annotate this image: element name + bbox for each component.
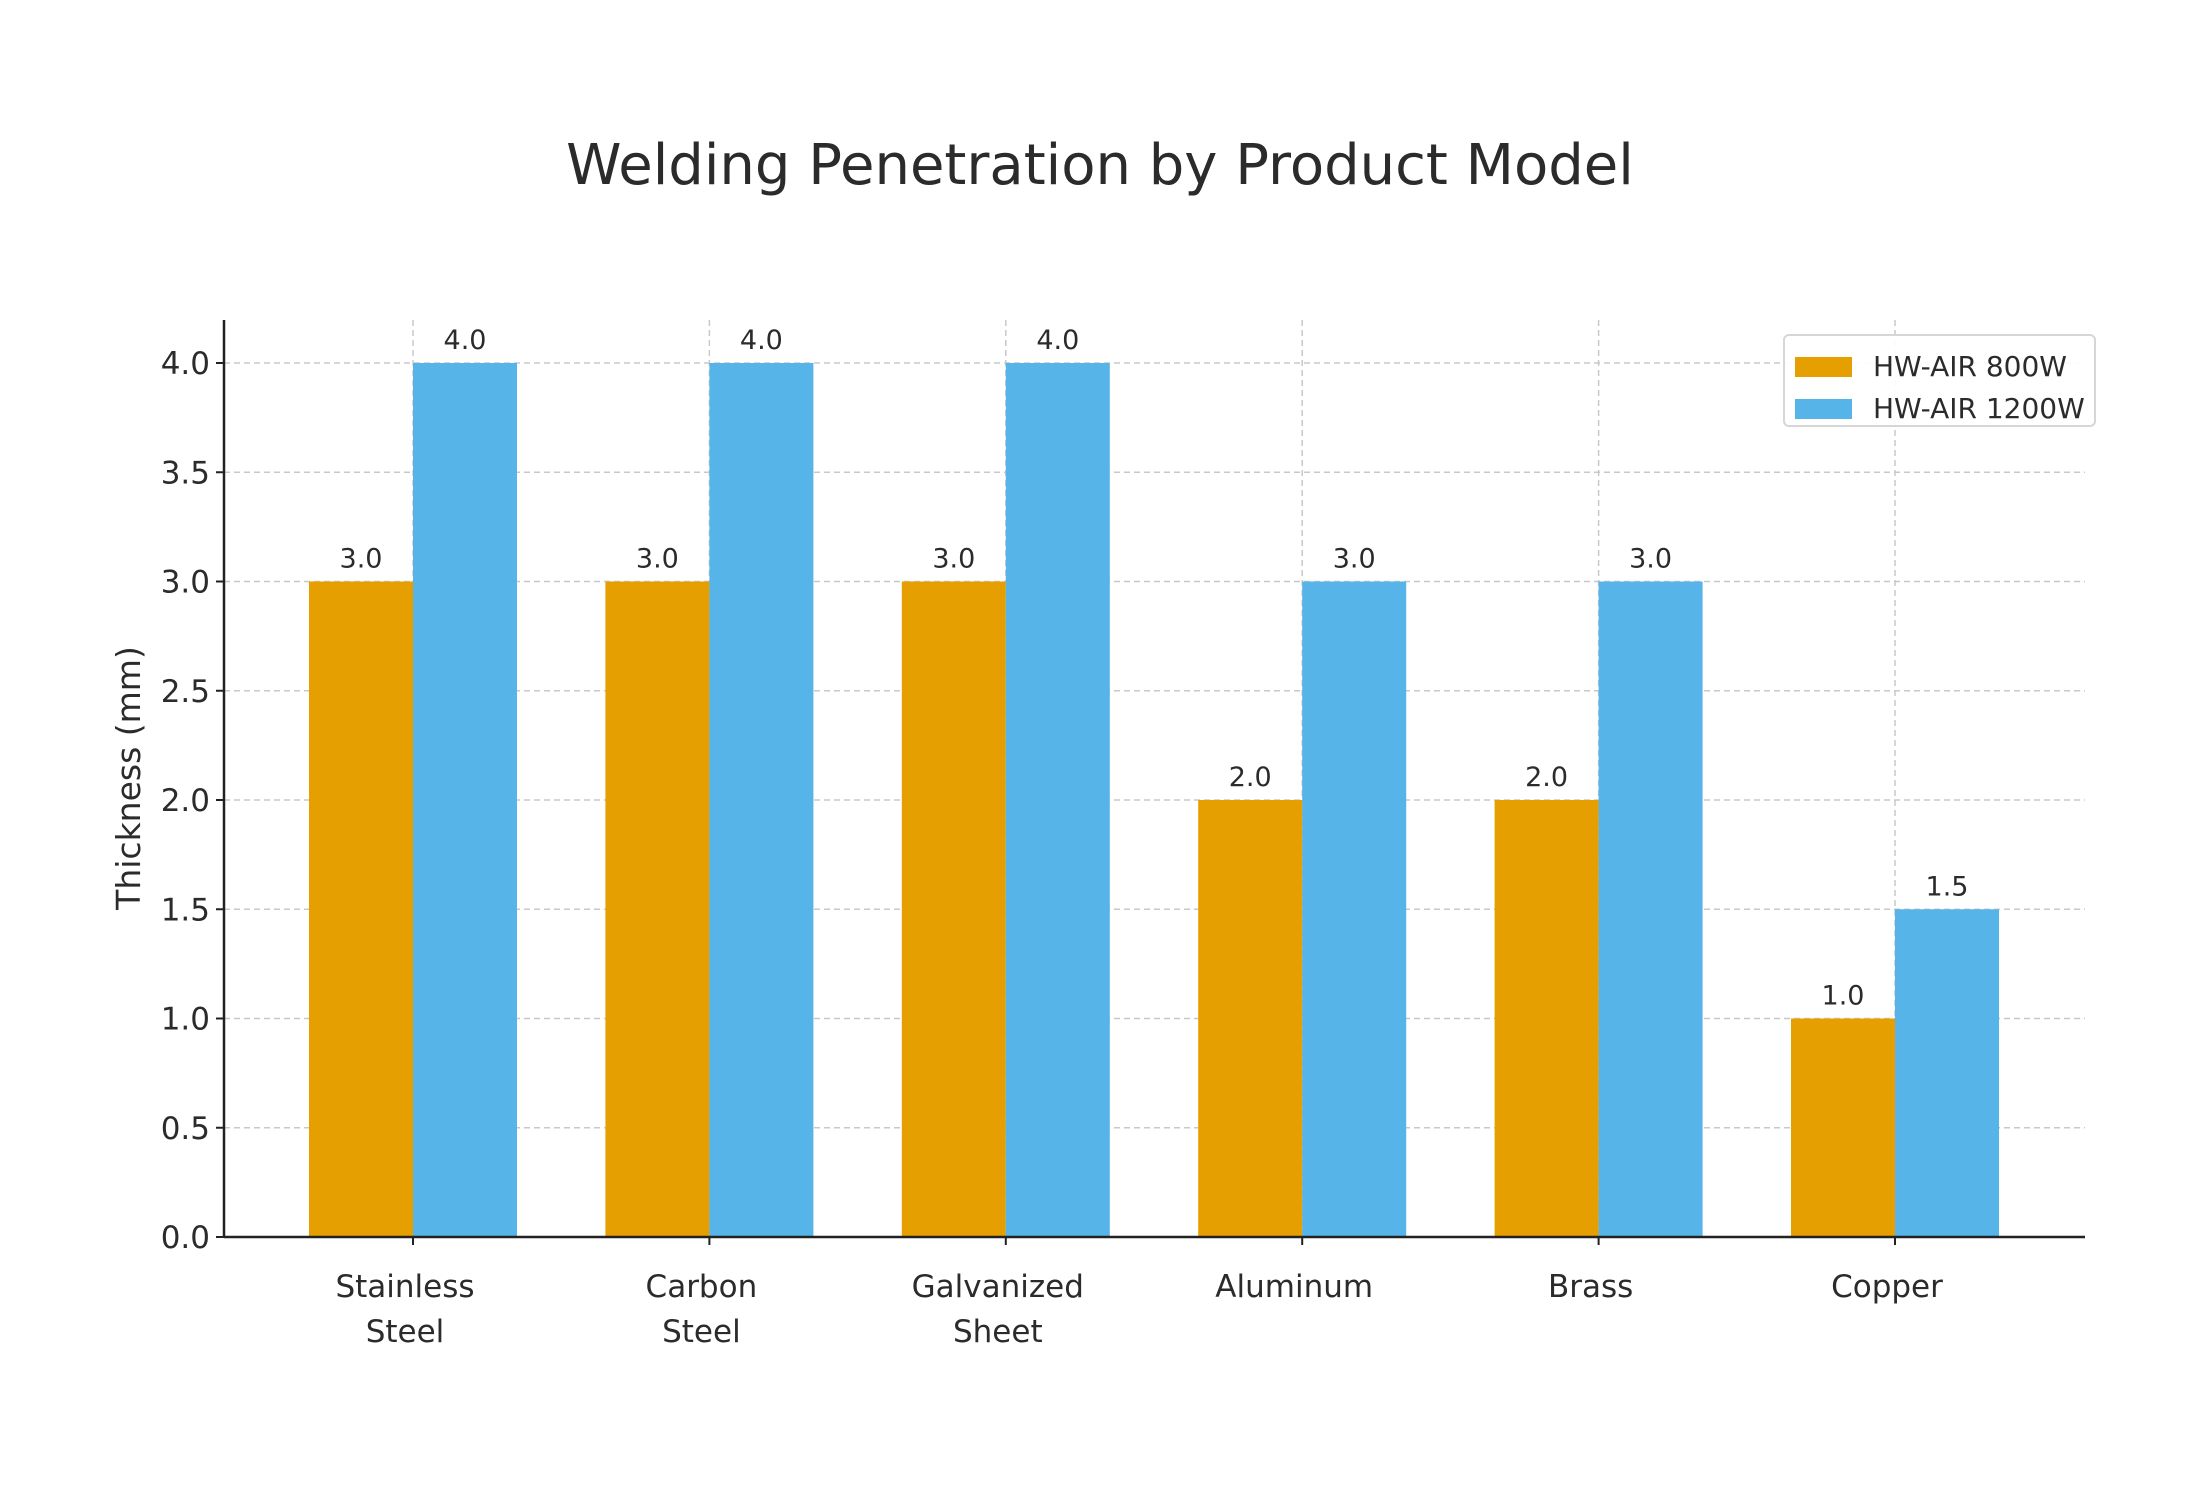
bar-hw-air-800w [1198, 800, 1303, 1237]
y-tick-label: 0.5 [161, 1111, 210, 1147]
y-tick-label: 2.5 [161, 674, 210, 710]
bar-hw-air-1200w [709, 363, 814, 1237]
y-tick-label: 1.5 [161, 892, 210, 928]
bar-hw-air-1200w [1005, 363, 1110, 1237]
legend-swatch [1795, 399, 1852, 419]
legend-label: HW-AIR 800W [1873, 350, 2067, 383]
x-tick-label: Galvanized Sheet [912, 1269, 1084, 1350]
y-tick-label: 0.0 [161, 1220, 210, 1256]
data-label: 3.0 [932, 544, 975, 575]
y-axis-label: Thickness (mm) [109, 646, 148, 911]
bar-hw-air-800w [605, 581, 710, 1237]
bar-hw-air-800w [901, 581, 1006, 1237]
legend-box [1783, 334, 2096, 427]
data-label: 3.0 [1333, 544, 1376, 575]
y-tick-label: 4.0 [161, 346, 210, 382]
data-label: 4.0 [1036, 325, 1079, 356]
data-label: 1.5 [1926, 871, 1969, 902]
y-tick-label: 3.0 [161, 565, 210, 601]
data-label: 4.0 [740, 325, 783, 356]
bar-hw-air-1200w [1302, 581, 1407, 1237]
data-label: 3.0 [1629, 544, 1672, 575]
data-label: 4.0 [444, 325, 487, 356]
bar-hw-air-1200w [413, 363, 517, 1237]
data-label: 1.0 [1822, 981, 1865, 1012]
data-label: 3.0 [636, 544, 679, 575]
bar-hw-air-800w [1494, 800, 1599, 1237]
chart-title: Welding Penetration by Product Model [566, 133, 1634, 198]
bar-hw-air-1200w [1598, 581, 1703, 1237]
bar-hw-air-1200w [1895, 909, 1999, 1237]
x-tick-label: Brass [1548, 1269, 1633, 1305]
x-tick-label: Copper [1831, 1269, 1943, 1305]
bar-hw-air-800w [1791, 1018, 1895, 1237]
x-tick-label: Carbon Steel [646, 1269, 758, 1350]
y-tick-label: 3.5 [161, 455, 210, 491]
legend: HW-AIR 800W HW-AIR 1200W [1783, 334, 2096, 427]
data-label: 2.0 [1525, 762, 1568, 793]
x-tick-label: Aluminum [1215, 1269, 1373, 1305]
legend-swatch [1795, 357, 1852, 377]
bar-hw-air-800w [309, 581, 413, 1237]
y-tick-label: 2.0 [161, 783, 210, 819]
legend-label: HW-AIR 1200W [1873, 392, 2085, 425]
y-tick-label: 1.0 [161, 1002, 210, 1038]
data-label: 2.0 [1229, 762, 1272, 793]
x-tick-label: Stainless Steel [335, 1269, 474, 1350]
data-label: 3.0 [340, 544, 383, 575]
